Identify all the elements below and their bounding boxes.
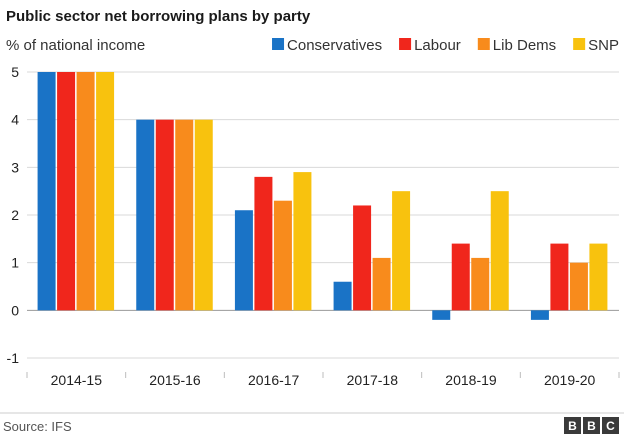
x-tick-label: 2019-20	[544, 372, 596, 388]
x-tick-label: 2016-17	[248, 372, 300, 388]
legend-item-conservatives: Conservatives	[272, 37, 382, 54]
bbc-logo-letter: B	[568, 419, 577, 433]
x-tick-label: 2018-19	[445, 372, 497, 388]
x-tick-label: 2017-18	[347, 372, 399, 388]
y-tick-label: -1	[7, 350, 20, 366]
bar-lib-dems-2016-17	[273, 200, 292, 311]
bar-snp-2015-16	[194, 119, 213, 311]
bar-labour-2015-16	[155, 119, 174, 311]
bar-lib-dems-2018-19	[471, 257, 490, 311]
y-tick-label: 4	[11, 112, 19, 128]
bars	[37, 72, 608, 320]
legend-item-lib-dems: Lib Dems	[477, 37, 556, 54]
legend-swatch	[573, 38, 586, 50]
y-axis-label: % of national income	[6, 37, 145, 54]
legend-item-snp: SNP	[573, 37, 619, 54]
y-tick-label: 2	[11, 207, 19, 223]
legend-swatch	[272, 38, 285, 50]
bbc-logo-block	[564, 417, 581, 434]
bar-labour-2014-15	[57, 72, 76, 311]
bar-snp-2014-15	[96, 72, 115, 311]
bar-conservatives-2016-17	[234, 210, 253, 311]
bbc-logo-block	[602, 417, 619, 434]
x-axis: 2014-15 2015-16 2016-17 2017-18 2018-19 2019-…	[26, 372, 620, 388]
bar-conservatives-2015-16	[136, 119, 155, 311]
bbc-logo-letter: C	[606, 419, 615, 433]
x-tick-label: 2015-16	[149, 372, 201, 388]
legend-label: SNP	[588, 37, 619, 54]
y-tick-label: 0	[11, 302, 19, 318]
bar-conservatives-2019-20	[530, 310, 549, 320]
legend-swatch	[477, 38, 490, 50]
bar-snp-2018-19	[490, 191, 509, 311]
legend: Conservatives Labour Lib Dems SNP	[272, 37, 619, 54]
y-tick-label: 3	[11, 159, 19, 175]
chart-title: Public sector net borrowing plans by par…	[6, 8, 311, 25]
bar-snp-2016-17	[293, 172, 312, 311]
bar-labour-2019-20	[550, 243, 569, 311]
legend-label: Conservatives	[287, 37, 382, 54]
x-tick-label: 2014-15	[51, 372, 103, 388]
bar-labour-2017-18	[353, 205, 372, 311]
legend-swatch	[399, 38, 412, 50]
bar-labour-2018-19	[451, 243, 470, 311]
bbc-logo-letter: B	[587, 419, 596, 433]
y-tick-label: 5	[11, 64, 19, 80]
legend-item-labour: Labour	[399, 37, 461, 54]
y-tick-labels: 5 4 3 2 1 0 -1	[7, 64, 20, 366]
legend-label: Labour	[414, 37, 461, 54]
bar-conservatives-2018-19	[432, 310, 451, 320]
gridlines	[27, 71, 619, 359]
bbc-logo-block	[583, 417, 600, 434]
y-tick-label: 1	[11, 255, 19, 271]
bar-lib-dems-2017-18	[372, 257, 391, 311]
bar-conservatives-2017-18	[333, 281, 352, 311]
bar-lib-dems-2014-15	[76, 72, 95, 311]
bar-conservatives-2014-15	[37, 72, 56, 311]
legend-label: Lib Dems	[493, 37, 556, 54]
bar-lib-dems-2015-16	[175, 119, 194, 311]
bar-snp-2017-18	[392, 191, 411, 311]
bar-lib-dems-2019-20	[569, 262, 588, 311]
bar-snp-2019-20	[589, 243, 608, 311]
source-note: Source: IFS	[3, 419, 72, 434]
bar-labour-2016-17	[254, 176, 273, 311]
